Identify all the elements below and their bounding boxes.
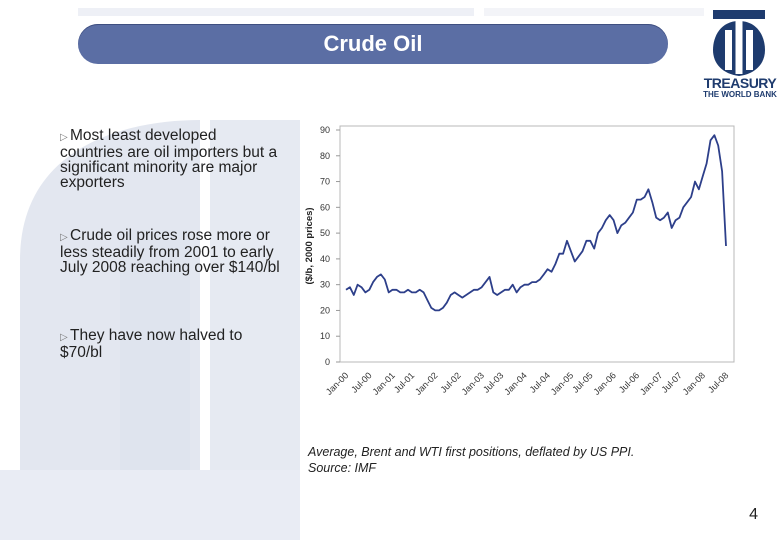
x-tick-label: Jul-08: [706, 370, 730, 394]
y-tick-label: 20: [320, 305, 330, 315]
y-tick-label: 60: [320, 202, 330, 212]
x-tick-label: Jan-07: [638, 370, 665, 397]
x-tick-label: Jan-08: [681, 370, 708, 397]
series-line: [345, 134, 727, 312]
y-tick-label: 10: [320, 331, 330, 341]
bullet-arrow-icon: ▷: [60, 132, 68, 143]
logo-line-2: THE WORLD BANK: [703, 90, 777, 99]
x-tick-label: Jan-04: [502, 370, 529, 397]
treasury-logo-icon: [713, 10, 765, 76]
oil-price-chart: 0 10 20 30 40 50 60 70 80 90 ($/b, 2000 prices) Jan…: [300, 118, 736, 434]
plot-frame: [339, 125, 735, 363]
caption-line-2: Source: IMF: [308, 461, 377, 475]
bullet-text: Crude oil prices rose more or less stead…: [60, 227, 280, 276]
x-tick-label: Jan-03: [460, 370, 487, 397]
y-tick-label: 0: [325, 357, 330, 367]
logo-wordmark: TREASURY THE WORLD BANK: [700, 76, 780, 99]
y-tick-label: 30: [320, 280, 330, 290]
x-tick-label: Jul-06: [617, 370, 641, 394]
y-tick-label: 80: [320, 151, 330, 161]
x-tick-label: Jul-04: [528, 370, 552, 394]
page-number: 4: [749, 506, 758, 523]
x-tick-label: Jul-01: [392, 370, 416, 394]
bullet-item: ▷ They have now halved to $70/bl: [60, 327, 282, 361]
x-tick-label: Jan-06: [591, 370, 618, 397]
y-axis-label: ($/b, 2000 prices): [304, 207, 315, 284]
y-tick-label: 40: [320, 254, 330, 264]
bullet-item: ▷ Crude oil prices rose more or less stea…: [60, 227, 282, 276]
bullet-text: Most least developed countries are oil i…: [60, 127, 278, 191]
x-tick-label: Jan-01: [370, 370, 397, 397]
chart-caption: Average, Brent and WTI first positions, …: [308, 444, 728, 476]
y-tick-label: 50: [320, 228, 330, 238]
x-tick-label: Jul-05: [570, 370, 594, 394]
caption-line-1: Average, Brent and WTI first positions, …: [308, 445, 635, 459]
chart-svg: 0 10 20 30 40 50 60 70 80 90 ($/b, 2000 prices) Jan…: [304, 125, 735, 397]
x-tick-label: Jul-03: [481, 370, 505, 394]
x-tick-label: Jul-00: [349, 370, 373, 394]
bullet-item: ▷ Most least developed countries are oil …: [60, 127, 282, 191]
bullet-arrow-icon: ▷: [60, 232, 68, 243]
slide-title: Crude Oil: [78, 24, 668, 64]
bullet-arrow-icon: ▷: [60, 332, 68, 343]
y-tick-label: 70: [320, 177, 330, 187]
x-tick-label: Jul-02: [438, 370, 462, 394]
x-tick-label: Jul-07: [659, 370, 683, 394]
x-tick-label: Jan-05: [549, 370, 576, 397]
y-tick-label: 90: [320, 125, 330, 135]
x-tick-label: Jan-00: [324, 370, 351, 397]
bullet-text: They have now halved to $70/bl: [60, 327, 243, 361]
logo-line-1: TREASURY: [703, 75, 777, 91]
x-tick-label: Jan-02: [413, 370, 440, 397]
